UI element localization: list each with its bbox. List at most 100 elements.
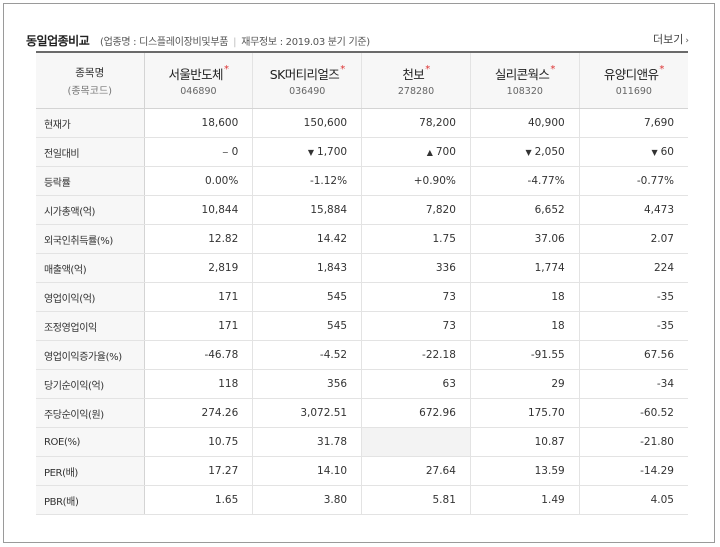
cell-value: 672.96 <box>419 407 456 419</box>
cell-value: -4.52 <box>319 349 348 361</box>
table-cell: 18,600 <box>143 108 253 138</box>
table-cell: 29 <box>469 369 580 399</box>
table-cell: -21.80 <box>578 427 688 457</box>
cell-value: 40,900 <box>527 117 565 129</box>
cell-value: 4.05 <box>650 494 674 506</box>
table-cell: 224 <box>578 253 688 283</box>
table-cell: 118 <box>143 369 253 399</box>
panel-header: 동일업종비교 (업종명 : 디스플레이장비및부품 | 재무정보 : 2019.03 … <box>26 26 689 52</box>
table-cell: 15,884 <box>252 195 362 225</box>
comparison-table: 종목명 (종목코드) 서울반도체* 046890 SK머티리얼즈* 036490 천보*… <box>36 51 688 515</box>
panel-title: 동일업종비교 <box>26 34 90 48</box>
table-cell: -60.52 <box>578 398 688 428</box>
table-row: PER(배) 17.27 14.10 27.64 13.59 -14.29 <box>36 456 688 486</box>
table-cell: ▼ 1,700 <box>252 137 362 167</box>
table-cell: 7,820 <box>361 195 471 225</box>
cell-value: 1,843 <box>317 262 348 274</box>
table-cell: 3.80 <box>252 485 362 515</box>
cell-value: 6,652 <box>534 204 565 216</box>
company-name-link[interactable]: 유양디앤유* <box>580 64 688 83</box>
industry-info: (업종명 : 디스플레이장비및부품 | 재무정보 : 2019.03 분기 기준) <box>100 37 370 48</box>
table-cell: 10,844 <box>143 195 253 225</box>
star-icon: * <box>340 64 345 75</box>
table-cell: 12.82 <box>143 224 253 254</box>
table-cell: 2,819 <box>143 253 253 283</box>
cell-value: 15,884 <box>310 204 348 216</box>
company-code: 046890 <box>180 86 217 97</box>
cell-value: 171 <box>218 320 239 332</box>
more-link[interactable]: 더보기 › <box>653 31 689 47</box>
dash-icon: − <box>221 148 229 157</box>
star-icon: * <box>425 64 430 75</box>
company-name-link[interactable]: 서울반도체* <box>145 64 252 83</box>
table-cell: 78,200 <box>361 108 471 138</box>
row-label: 매출액(억) <box>36 253 145 283</box>
row-label: 당기순이익(억) <box>36 369 145 399</box>
row-label: 현재가 <box>36 108 145 138</box>
table-row: 영업이익증가율(%) -46.78 -4.52 -22.18 -91.55 67.56 <box>36 340 688 370</box>
table-cell: 1.65 <box>143 485 253 515</box>
cell-value: 60 <box>660 146 674 158</box>
table-cell: 18 <box>469 282 580 312</box>
row-label: 영업이익증가율(%) <box>36 340 145 370</box>
table-cell: −0 <box>143 137 253 167</box>
cell-value: 0.00% <box>204 175 239 187</box>
company-name-link[interactable]: 실리콘웍스* <box>471 64 578 83</box>
table-cell: -35 <box>578 282 688 312</box>
cell-value: 37.06 <box>534 233 565 245</box>
more-label: 더보기 <box>653 33 684 46</box>
table-row: 시가총액(억) 10,844 15,884 7,820 6,652 4,473 <box>36 195 688 225</box>
cell-value: -14.29 <box>640 465 674 477</box>
company-name-link[interactable]: SK머티리얼즈* <box>254 64 361 83</box>
table-row: 영업이익(억) 171 545 73 18 -35 <box>36 282 688 312</box>
table-cell: +0.90% <box>361 166 471 196</box>
row-label: 등락률 <box>36 166 145 196</box>
table-cell: 1.75 <box>361 224 471 254</box>
cell-value: -35 <box>656 291 674 303</box>
company-name: 서울반도체 <box>168 67 223 82</box>
cell-value: 224 <box>653 262 674 274</box>
triangle-down-icon: ▼ <box>307 148 315 157</box>
cell-value: 700 <box>435 146 456 158</box>
table-cell: ▲ 700 <box>361 137 471 167</box>
table-cell <box>361 427 471 457</box>
cell-value: -22.18 <box>422 349 456 361</box>
table-cell: 63 <box>361 369 471 399</box>
table-row: 조정영업이익 171 545 73 18 -35 <box>36 311 688 341</box>
cell-value: 4,473 <box>643 204 674 216</box>
cell-value: -34 <box>656 378 674 390</box>
table-row: PBR(배) 1.65 3.80 5.81 1.49 4.05 <box>36 485 688 515</box>
company-code: 011690 <box>615 86 652 97</box>
row-label: 전일대비 <box>36 137 145 167</box>
cell-value: -4.77% <box>527 175 565 187</box>
company-name-link[interactable]: 천보* <box>363 64 470 83</box>
cell-value: 1,774 <box>534 262 565 274</box>
table-cell: -91.55 <box>469 340 580 370</box>
table-cell: 545 <box>252 311 362 341</box>
table-cell: -1.12% <box>252 166 362 196</box>
row-label: 시가총액(억) <box>36 195 145 225</box>
triangle-down-icon: ▼ <box>525 148 532 157</box>
table-row: 매출액(억) 2,819 1,843 336 1,774 224 <box>36 253 688 283</box>
cell-value: 356 <box>327 378 348 390</box>
table-cell: 14.42 <box>252 224 362 254</box>
table-cell: 336 <box>361 253 471 283</box>
cell-value: 2,050 <box>534 146 565 158</box>
triangle-up-icon: ▲ <box>426 148 433 157</box>
table-cell: 10.75 <box>143 427 253 457</box>
table-cell: -46.78 <box>143 340 253 370</box>
cell-value: 27.64 <box>425 465 456 477</box>
table-row: 주당순이익(원) 274.26 3,072.51 672.96 175.70 -60.52 <box>36 398 688 428</box>
cell-value: 274.26 <box>201 407 239 419</box>
company-header: 유양디앤유* 011690 <box>578 52 688 109</box>
cell-value: 18 <box>551 320 565 332</box>
table-cell: 1,774 <box>469 253 580 283</box>
table-row: 현재가 18,600 150,600 78,200 40,900 7,690 <box>36 108 688 138</box>
cell-value: 171 <box>218 291 239 303</box>
cell-value: 10.75 <box>208 436 239 448</box>
row-label: 영업이익(억) <box>36 282 145 312</box>
cell-value: 5.81 <box>432 494 456 506</box>
industry-name: (업종명 : 디스플레이장비및부품 <box>100 37 229 48</box>
table-cell: 672.96 <box>361 398 471 428</box>
table-cell: 13.59 <box>469 456 580 486</box>
